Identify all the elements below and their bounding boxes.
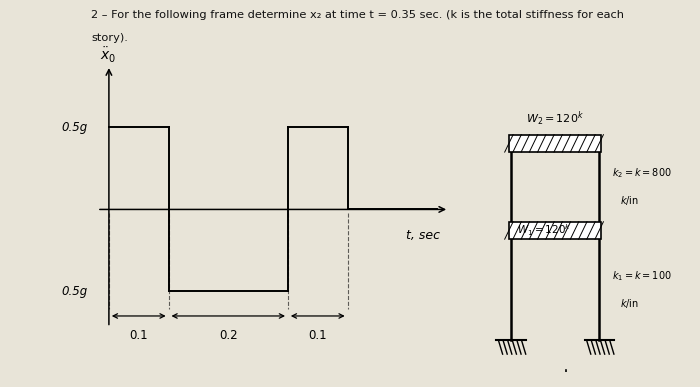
Text: 2 – For the following frame determine x₂ at time t = 0.35 sec. (k is the total s: 2 – For the following frame determine x₂… xyxy=(91,10,624,20)
Text: 0.5g: 0.5g xyxy=(62,121,88,134)
Text: story).: story). xyxy=(91,33,128,43)
Text: $W_2=120^k$: $W_2=120^k$ xyxy=(526,109,584,128)
Text: $k/\mathrm{in}$: $k/\mathrm{in}$ xyxy=(620,194,639,207)
Text: $\ddot{x}_0$: $\ddot{x}_0$ xyxy=(100,46,116,65)
Bar xyxy=(509,135,601,152)
Text: 0.2: 0.2 xyxy=(219,329,237,342)
Bar xyxy=(509,222,601,239)
Text: $k_2=k=800$: $k_2=k=800$ xyxy=(612,166,671,180)
Text: $W_1=120^k$: $W_1=120^k$ xyxy=(517,223,572,238)
Text: 0.5g: 0.5g xyxy=(62,285,88,298)
Text: t, sec: t, sec xyxy=(406,229,440,242)
Text: $k_1=k=100$: $k_1=k=100$ xyxy=(612,269,671,283)
Text: 0.1: 0.1 xyxy=(309,329,327,342)
Text: $k/\mathrm{in}$: $k/\mathrm{in}$ xyxy=(620,297,639,310)
Text: 0.1: 0.1 xyxy=(130,329,148,342)
